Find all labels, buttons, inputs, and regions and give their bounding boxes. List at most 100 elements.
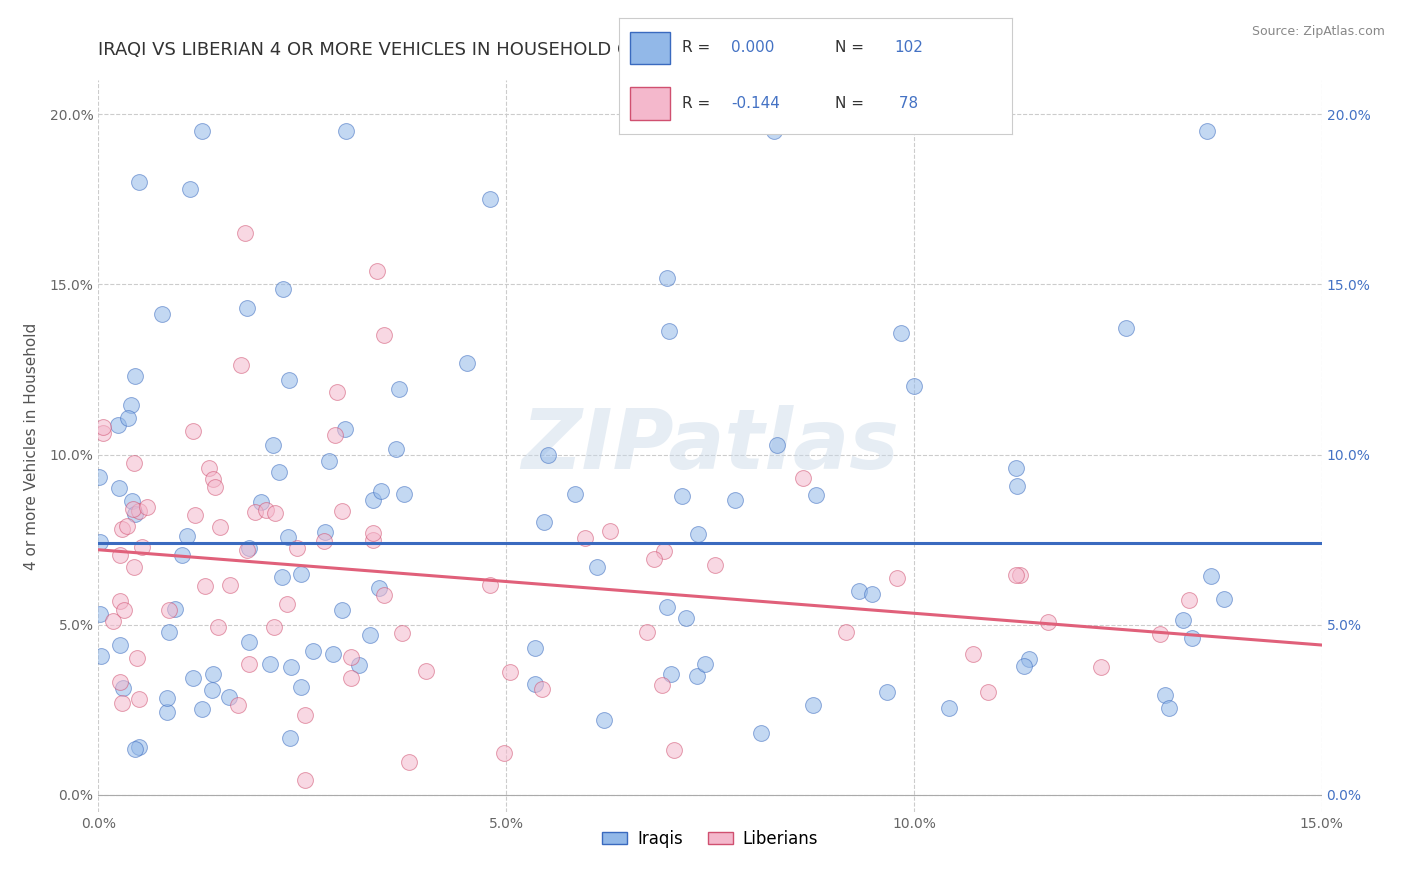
Point bbox=[593, 713, 616, 727]
Point bbox=[1115, 321, 1137, 335]
Point bbox=[89, 470, 111, 484]
Point bbox=[294, 772, 316, 787]
Point bbox=[302, 644, 325, 658]
Point bbox=[370, 483, 392, 498]
Point bbox=[962, 647, 984, 661]
Point bbox=[157, 603, 180, 617]
Y-axis label: 4 or more Vehicles in Household: 4 or more Vehicles in Household bbox=[24, 322, 38, 570]
Point bbox=[111, 523, 134, 537]
Point bbox=[322, 647, 344, 661]
Point bbox=[204, 480, 226, 494]
Point bbox=[1090, 660, 1112, 674]
Point bbox=[1005, 568, 1028, 582]
Point bbox=[834, 624, 856, 639]
Point bbox=[860, 587, 883, 601]
Point bbox=[176, 529, 198, 543]
Point bbox=[238, 635, 260, 649]
Point bbox=[254, 503, 277, 517]
Point bbox=[1153, 688, 1175, 702]
Point bbox=[890, 326, 912, 340]
Point bbox=[763, 124, 786, 138]
Point bbox=[574, 531, 596, 545]
Point bbox=[366, 264, 388, 278]
Point bbox=[156, 705, 179, 719]
Point bbox=[886, 570, 908, 584]
Point bbox=[263, 620, 285, 634]
Point bbox=[236, 301, 259, 315]
Point bbox=[184, 508, 207, 522]
Point bbox=[90, 648, 112, 663]
Point bbox=[478, 577, 501, 591]
Text: N =: N = bbox=[835, 40, 869, 55]
Point bbox=[903, 379, 925, 393]
Point bbox=[636, 624, 658, 639]
Point bbox=[238, 541, 260, 555]
Point bbox=[373, 328, 395, 343]
Point bbox=[492, 746, 515, 760]
Point bbox=[398, 755, 420, 769]
Point bbox=[848, 584, 870, 599]
Point bbox=[110, 674, 132, 689]
Point bbox=[1038, 615, 1060, 629]
Point bbox=[339, 671, 361, 685]
Point bbox=[91, 420, 114, 434]
Point bbox=[531, 681, 554, 696]
Point bbox=[128, 739, 150, 754]
Point bbox=[278, 731, 301, 746]
Text: 102: 102 bbox=[894, 40, 924, 55]
Point bbox=[108, 638, 131, 652]
Point bbox=[122, 560, 145, 574]
Point bbox=[280, 660, 302, 674]
Point bbox=[276, 597, 298, 611]
Point bbox=[1181, 631, 1204, 645]
Point bbox=[1008, 568, 1031, 582]
Point bbox=[801, 698, 824, 712]
Point bbox=[107, 481, 129, 495]
Point bbox=[179, 182, 201, 196]
Point bbox=[131, 540, 153, 554]
Point bbox=[155, 690, 177, 705]
Point bbox=[157, 625, 180, 640]
Point bbox=[108, 593, 131, 607]
Point bbox=[655, 599, 678, 614]
FancyBboxPatch shape bbox=[630, 32, 669, 64]
Point bbox=[124, 507, 146, 521]
Text: R =: R = bbox=[682, 40, 714, 55]
Point bbox=[277, 373, 299, 387]
Text: Source: ZipAtlas.com: Source: ZipAtlas.com bbox=[1251, 25, 1385, 38]
Point bbox=[117, 410, 139, 425]
Point bbox=[231, 358, 253, 372]
Point bbox=[585, 560, 607, 574]
Point bbox=[335, 124, 357, 138]
Point bbox=[652, 543, 675, 558]
Point bbox=[135, 500, 157, 515]
Point bbox=[363, 525, 385, 540]
Point bbox=[876, 685, 898, 699]
Point bbox=[124, 368, 146, 383]
Point bbox=[524, 640, 547, 655]
Text: IRAQI VS LIBERIAN 4 OR MORE VEHICLES IN HOUSEHOLD CORRELATION CHART: IRAQI VS LIBERIAN 4 OR MORE VEHICLES IN … bbox=[98, 41, 813, 59]
Point bbox=[101, 614, 124, 628]
Point bbox=[150, 307, 173, 321]
Point bbox=[128, 175, 150, 189]
Point bbox=[1149, 627, 1171, 641]
Point bbox=[385, 442, 408, 456]
Point bbox=[267, 465, 290, 479]
Point bbox=[1018, 652, 1040, 666]
Point bbox=[938, 701, 960, 715]
Point bbox=[361, 492, 384, 507]
Point bbox=[314, 524, 336, 539]
Point bbox=[415, 664, 437, 678]
Point bbox=[181, 672, 204, 686]
Point bbox=[335, 422, 357, 436]
Point bbox=[1195, 124, 1218, 138]
Point bbox=[190, 124, 212, 138]
Point bbox=[208, 520, 231, 534]
Point bbox=[1173, 613, 1195, 627]
Point bbox=[290, 680, 312, 694]
Point bbox=[200, 683, 222, 698]
Point bbox=[318, 453, 340, 467]
Point bbox=[533, 515, 555, 529]
Point bbox=[219, 577, 242, 591]
Point bbox=[125, 651, 148, 665]
